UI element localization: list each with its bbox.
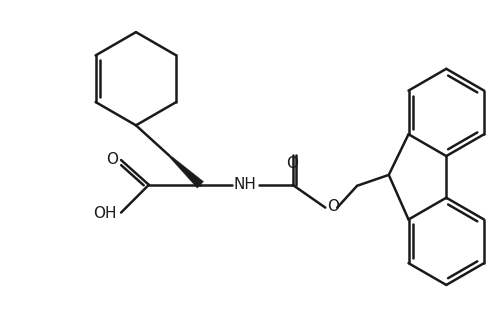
- Text: O: O: [327, 199, 339, 214]
- Text: O: O: [287, 157, 298, 171]
- Text: O: O: [106, 151, 118, 166]
- Polygon shape: [168, 154, 204, 188]
- Text: OH: OH: [93, 206, 117, 221]
- Text: NH: NH: [234, 177, 256, 192]
